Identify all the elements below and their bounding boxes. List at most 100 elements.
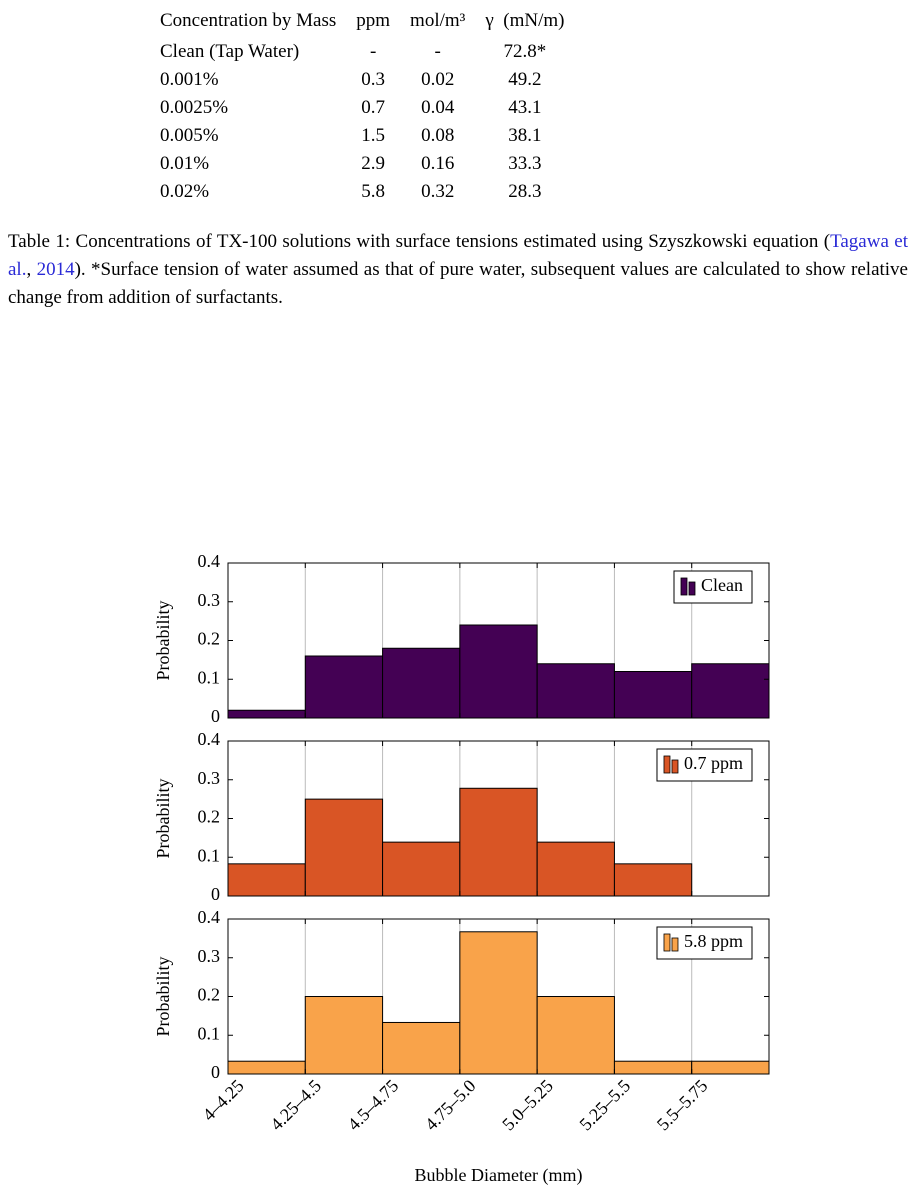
x-tick-label: 4.25–4.5: [266, 1076, 325, 1135]
bar: [691, 1060, 770, 1075]
bar: [227, 863, 306, 897]
y-tick-label: 0.4: [198, 551, 221, 571]
chart: 0 0.1 0.2 0.3 0.4 Probability Clean 0 0.1 0.2 0.3 0…: [153, 551, 770, 1186]
table-cell: 0.32: [421, 181, 455, 202]
table-cell: 0.04: [421, 97, 455, 118]
legend-swatch: [663, 933, 671, 952]
table-cell: 38.1: [508, 125, 542, 146]
y-tick-label: 0.4: [198, 907, 221, 927]
legend: 5.8 ppm: [656, 926, 753, 960]
y-tick-label: 0.2: [198, 985, 221, 1005]
table-row: 0.005% 1.5 0.08 38.1: [150, 122, 574, 150]
table-row: 0.01% 2.9 0.16 33.3: [150, 150, 574, 178]
table-row: Clean (Tap Water) - - 72.8*: [150, 38, 574, 66]
y-tick-label: 0.2: [198, 629, 221, 649]
table-cell: 5.8: [361, 181, 386, 202]
x-tick-label: 4–4.25: [199, 1076, 248, 1125]
y-axis-label: Probability: [153, 957, 173, 1037]
y-tick-label: 0.1: [198, 1023, 221, 1043]
table-cell: 33.3: [508, 153, 542, 174]
x-tick-label: 4.5–4.75: [344, 1076, 403, 1135]
table-row: 0.001% 0.3 0.02 49.2: [150, 66, 574, 94]
y-tick-label: 0: [211, 706, 220, 726]
table-row: 0.02% 5.8 0.32 28.3: [150, 178, 574, 206]
caption-text: ,: [26, 259, 37, 280]
citation-year[interactable]: 2014: [36, 259, 75, 280]
header-cell: ppm: [356, 10, 391, 31]
y-axis-label: Probability: [153, 601, 173, 681]
table-cell: 0.7: [361, 97, 386, 118]
legend-label: 0.7 ppm: [684, 753, 743, 773]
legend-swatch: [671, 937, 679, 952]
y-tick-label: 0: [211, 1062, 220, 1082]
x-tick-label: 5.0–5.25: [498, 1076, 557, 1135]
bar: [304, 798, 384, 897]
bar: [304, 655, 384, 719]
bar: [304, 996, 384, 1075]
table-cell: -: [369, 41, 377, 62]
legend-swatch: [663, 755, 671, 774]
table-cell: 0.02: [421, 69, 455, 90]
table: Concentration by Mass ppm mol/m³ γ (mN/m…: [150, 4, 574, 206]
x-tick-label: 5.5–5.75: [653, 1076, 712, 1135]
table-cell: 49.2: [508, 69, 542, 90]
legend: 0.7 ppm: [656, 748, 753, 782]
bar: [536, 841, 615, 897]
table-cell: 0.0025%: [160, 97, 229, 118]
table-cell: 1.5: [361, 125, 386, 146]
bar: [691, 663, 770, 719]
x-axis-label: Bubble Diameter (mm): [415, 1165, 583, 1186]
citation[interactable]: Tagawa et al.: [8, 231, 909, 280]
y-tick-label: 0.4: [198, 729, 221, 749]
bar: [459, 931, 538, 1075]
table-row: 0.0025% 0.7 0.04 43.1: [150, 94, 574, 122]
bar: [459, 787, 538, 897]
y-tick-label: 0.3: [198, 946, 221, 966]
table-cell: -: [434, 41, 441, 62]
legend: Clean: [673, 570, 753, 604]
y-tick-label: 0.1: [198, 667, 221, 687]
bar: [382, 841, 461, 897]
table-cell: 28.3: [508, 181, 542, 202]
table-cell: 0.02%: [160, 181, 210, 202]
bar: [613, 1060, 693, 1075]
table-cell: 0.3: [361, 69, 386, 90]
bar: [459, 624, 538, 719]
table-cell: Clean (Tap Water): [160, 41, 300, 62]
table-cell: 0.16: [421, 153, 455, 174]
caption-text: Concentrations of TX-100 solutions with …: [75, 231, 831, 252]
y-axis-label: Probability: [153, 779, 173, 859]
legend-label: 5.8 ppm: [684, 931, 743, 951]
caption: Table 1: Concentrations of TX-100 soluti…: [8, 228, 908, 312]
table-cell: 0.01%: [160, 153, 210, 174]
table-cell: 72.8*: [503, 41, 547, 62]
bar: [227, 709, 306, 719]
bar: [382, 1021, 461, 1075]
caption-text: ). *Surface tension of water assumed as …: [8, 259, 908, 308]
table-cell: 0.001%: [160, 69, 219, 90]
header-cell: mol/m³: [410, 10, 466, 31]
header-cell: Concentration by Mass: [160, 10, 337, 31]
bar: [536, 996, 615, 1075]
table-cell: 43.1: [508, 97, 542, 118]
x-tick-label: 4.75–5.0: [421, 1076, 480, 1135]
bar: [536, 663, 615, 719]
bar: [382, 647, 461, 719]
y-tick-label: 0.2: [198, 807, 221, 827]
bar: [613, 671, 693, 719]
y-tick-label: 0.3: [198, 768, 221, 788]
legend-swatch: [688, 581, 696, 596]
legend-label: Clean: [701, 575, 743, 595]
header-cell: γ (mN/m): [485, 10, 565, 31]
y-tick-label: 0.3: [198, 590, 221, 610]
bar: [613, 863, 693, 897]
y-tick-label: 0.1: [198, 845, 221, 865]
table-cell: 0.08: [421, 125, 455, 146]
x-tick-label: 5.25–5.5: [575, 1076, 634, 1135]
legend-swatch: [680, 577, 688, 596]
y-tick-label: 0: [211, 884, 220, 904]
table-cell: 2.9: [361, 153, 386, 174]
bar: [227, 1060, 306, 1075]
caption-label: Table 1:: [8, 231, 71, 252]
